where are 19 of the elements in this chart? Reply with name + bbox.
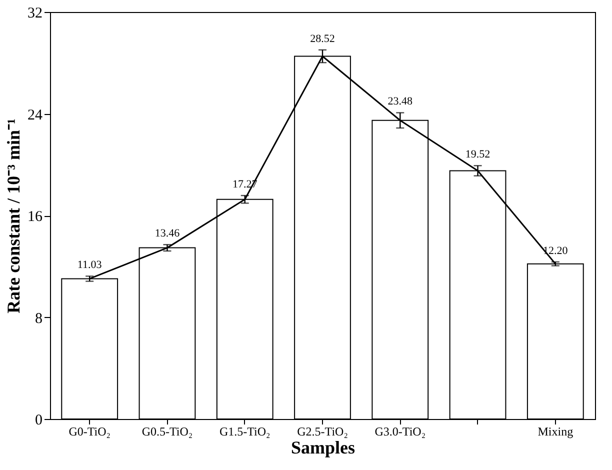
- y-axis-title: Rate constant / 10⁻³ min⁻¹: [4, 118, 24, 314]
- data-label: 12.20: [543, 244, 568, 257]
- y-tick-label: 24: [28, 107, 43, 124]
- y-tick-label: 32: [28, 6, 42, 22]
- data-label: 11.03: [77, 259, 102, 272]
- y-tick-label: 8: [35, 310, 42, 327]
- y-tick-label: 0: [35, 412, 42, 428]
- data-label: 13.46: [154, 228, 180, 240]
- data-label: 19.52: [465, 148, 490, 161]
- data-label: 28.52: [310, 32, 335, 45]
- x-tick-label: G0-TiO₂: [68, 424, 110, 438]
- y-tick-label: 16: [28, 209, 43, 225]
- x-tick-label: G3.0-TiO₂: [374, 424, 426, 438]
- x-tick-label: G0.5-TiO₂: [142, 424, 193, 438]
- x-axis-title: Samples: [290, 438, 356, 458]
- x-tick-label: G2.5-TiO₂: [297, 424, 348, 438]
- data-label: 23.48: [388, 96, 414, 108]
- x-tick-label: G1.5-TiO₂: [219, 424, 270, 438]
- x-tick-label: Mixing: [538, 424, 574, 438]
